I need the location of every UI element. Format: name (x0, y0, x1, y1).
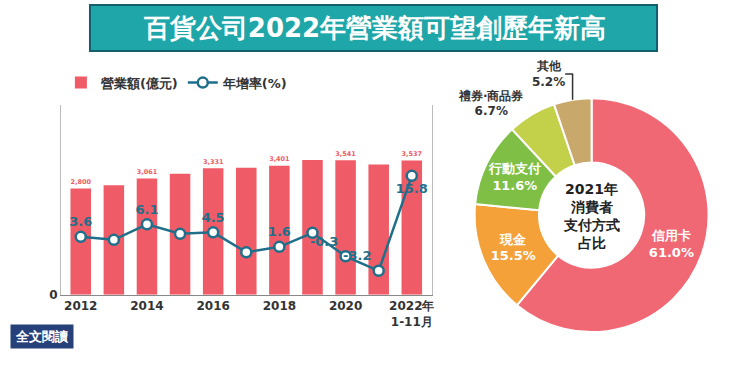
svg-text:營業額(億元): 營業額(億元) (101, 76, 178, 91)
svg-text:-3.2: -3.2 (343, 248, 371, 263)
svg-text:年增率(%): 年增率(%) (222, 76, 287, 91)
svg-text:2020: 2020 (329, 299, 362, 313)
svg-text:6.1: 6.1 (135, 202, 158, 217)
svg-text:3.6: 3.6 (69, 214, 92, 229)
svg-text:3,061: 3,061 (137, 168, 158, 176)
svg-text:百貨公司2022年營業額可望創歷年新高: 百貨公司2022年營業額可望創歷年新高 (143, 13, 606, 43)
svg-text:行動支付11.6%: 行動支付11.6% (488, 161, 541, 193)
svg-text:2021年消費者支付方式占比: 2021年消費者支付方式占比 (563, 181, 620, 252)
svg-text:15.8: 15.8 (396, 181, 428, 196)
svg-text:3,537: 3,537 (402, 150, 422, 158)
svg-text:信用卡61.0%: 信用卡61.0% (649, 228, 694, 260)
svg-text:3,541: 3,541 (335, 150, 356, 158)
svg-text:-0.3: -0.3 (310, 234, 338, 249)
svg-text:全文閱讀: 全文閱讀 (15, 329, 69, 344)
svg-text:2012: 2012 (64, 299, 97, 313)
svg-text:0: 0 (49, 288, 57, 302)
svg-text:4.5: 4.5 (202, 210, 225, 225)
svg-text:2016: 2016 (196, 299, 229, 313)
svg-text:3,331: 3,331 (203, 158, 224, 166)
svg-text:2,800: 2,800 (71, 178, 92, 186)
svg-text:其他5.2%: 其他5.2% (532, 59, 565, 89)
svg-text:禮券‧商品券6.7%: 禮券‧商品券6.7% (458, 89, 524, 119)
svg-text:2022年1-11月: 2022年1-11月 (389, 299, 434, 329)
svg-text:現金15.5%: 現金15.5% (491, 232, 536, 264)
svg-text:1.6: 1.6 (268, 224, 291, 239)
svg-text:2014: 2014 (130, 299, 163, 313)
svg-text:2018: 2018 (263, 299, 296, 313)
svg-text:3,401: 3,401 (269, 155, 290, 163)
